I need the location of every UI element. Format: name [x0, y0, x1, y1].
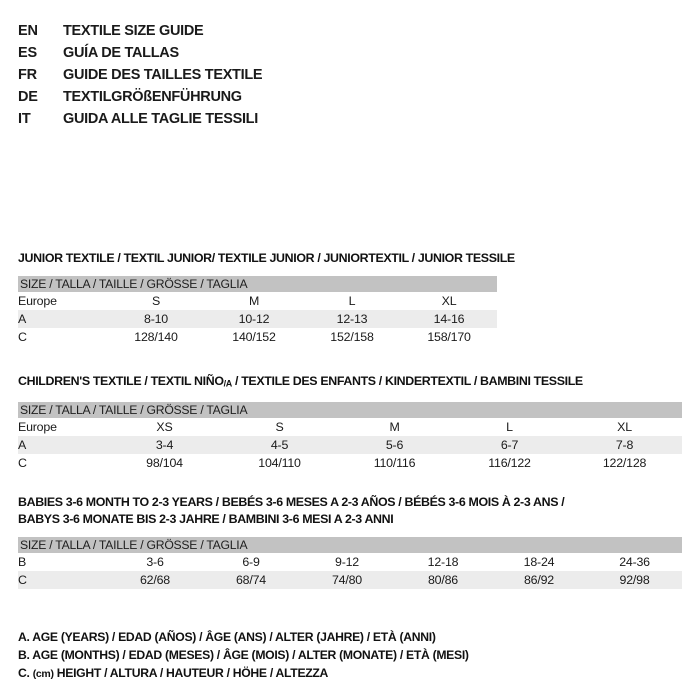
language-row-en: EN TEXTILE SIZE GUIDE	[18, 20, 498, 42]
junior-a-s: 8-10	[107, 310, 205, 328]
junior-europe-xl: XL	[441, 294, 457, 308]
babies-table-title-line2: BABYS 3-6 MONATE BIS 2-3 JAHRE / BAMBINI…	[18, 512, 394, 526]
junior-row-a-label: A	[18, 310, 107, 328]
babies-size-header-row: SIZE / TALLA / TAILLE / GRÖSSE / TAGLIA	[18, 537, 683, 553]
children-c-xl: 122/128	[602, 455, 647, 470]
babies-b-col6: 24-36	[619, 555, 650, 569]
babies-b-col3: 9-12	[335, 555, 359, 569]
junior-a-xl: 14-16	[401, 310, 498, 328]
language-code-en: EN	[18, 23, 38, 39]
junior-c-m: 140/152	[232, 330, 276, 344]
babies-c-col6: 92/98	[587, 571, 683, 589]
table-row: B 3-6 6-9 9-12 12-18 18-24 24-36	[18, 553, 682, 571]
babies-c-col2: 68/74	[203, 571, 299, 589]
children-a-l: 6-7	[452, 435, 567, 454]
junior-europe-s: S	[151, 294, 161, 308]
babies-b-col1: 3-6	[146, 555, 164, 569]
table-row: Europe XS S M L XL	[18, 418, 682, 436]
junior-textile-table-block: JUNIOR TEXTILE / TEXTIL JUNIOR/ TEXTILE …	[18, 250, 515, 346]
babies-c-col4: 80/86	[395, 571, 491, 589]
table-row: Europe S M L XL	[18, 292, 497, 310]
junior-table-title: JUNIOR TEXTILE / TEXTIL JUNIOR/ TEXTILE …	[18, 251, 515, 265]
babies-b-col5: 18-24	[523, 555, 555, 569]
junior-c-s: 128/140	[134, 330, 178, 344]
babies-size-header-label: SIZE / TALLA / TAILLE / GRÖSSE / TAGLIA	[20, 538, 248, 552]
language-title-de: TEXTILGRÖßENFÜHRUNG	[63, 89, 242, 105]
language-title-fr: GUIDE DES TAILLES TEXTILE	[63, 67, 263, 83]
babies-textile-table-block: BABIES 3-6 MONTH TO 2-3 YEARS / BEBÉS 3-…	[18, 494, 683, 589]
language-title-list: EN TEXTILE SIZE GUIDE ES GUÍA DE TALLAS …	[18, 20, 498, 130]
table-row: A 3-4 4-5 5-6 6-7 7-8	[18, 435, 683, 454]
language-row-de: DE TEXTILGRÖßENFÜHRUNG	[18, 86, 498, 108]
junior-size-header-row: SIZE / TALLA / TAILLE / GRÖSSE / TAGLIA	[18, 276, 498, 292]
children-table-title: CHILDREN'S TEXTILE / TEXTIL NIÑO/A / TEX…	[18, 373, 682, 393]
children-row-europe-label: Europe	[18, 419, 57, 434]
children-row-c-label: C	[18, 455, 27, 470]
babies-b-col2: 6-9	[242, 555, 260, 569]
babies-c-col1: 62/68	[107, 571, 203, 589]
children-title-sub: /A	[223, 378, 233, 389]
height-measurement-figure: C	[500, 0, 700, 250]
legend-line-c: C. (cm) HEIGHT / ALTURA / HAUTEUR / HÖHE…	[18, 664, 469, 683]
children-a-m: 5-6	[337, 435, 452, 454]
junior-row-c-label: C	[18, 330, 27, 344]
language-row-it: IT GUIDA ALLE TAGLIE TESSILI	[18, 108, 498, 130]
children-europe-xs: XS	[156, 419, 173, 434]
junior-size-table: SIZE / TALLA / TAILLE / GRÖSSE / TAGLIA …	[18, 276, 498, 346]
table-row: C 98/104 104/110 110/116 116/122 122/128	[18, 454, 682, 472]
junior-europe-l: L	[348, 294, 356, 308]
children-title-part1: CHILDREN'S TEXTILE / TEXTIL NIÑO	[18, 374, 224, 388]
junior-a-l: 12-13	[303, 310, 401, 328]
junior-a-m: 10-12	[205, 310, 303, 328]
junior-europe-m: M	[248, 294, 260, 308]
babies-c-col5: 86/92	[491, 571, 587, 589]
children-europe-m: M	[389, 419, 400, 434]
legend-line-b: B. AGE (MONTHS) / EDAD (MESES) / ÂGE (MO…	[18, 648, 469, 662]
legend-line-a: A. AGE (YEARS) / EDAD (AÑOS) / ÂGE (ANS)…	[18, 630, 436, 644]
language-row-es: ES GUÍA DE TALLAS	[18, 42, 498, 64]
children-c-l: 116/122	[488, 455, 531, 470]
language-code-es: ES	[18, 45, 37, 61]
language-title-en: TEXTILE SIZE GUIDE	[63, 23, 204, 39]
children-title-part2: / TEXTILE DES ENFANTS / KINDERTEXTIL / B…	[231, 374, 583, 388]
language-row-fr: FR GUIDE DES TAILLES TEXTILE	[18, 64, 498, 86]
legend-c-text: HEIGHT / ALTURA / HAUTEUR / HÖHE / ALTEZ…	[53, 666, 329, 680]
children-a-xl: 7-8	[567, 435, 683, 454]
babies-table-title-line1: BABIES 3-6 MONTH TO 2-3 YEARS / BEBÉS 3-…	[18, 495, 565, 509]
children-size-header-label: SIZE / TALLA / TAILLE / GRÖSSE / TAGLIA	[20, 402, 248, 417]
children-c-xs: 98/104	[146, 455, 183, 470]
children-c-m: 110/116	[373, 455, 416, 470]
children-size-table: SIZE / TALLA / TAILLE / GRÖSSE / TAGLIA …	[18, 401, 683, 472]
language-code-de: DE	[18, 89, 38, 105]
children-europe-s: S	[275, 419, 284, 434]
babies-size-table: SIZE / TALLA / TAILLE / GRÖSSE / TAGLIA …	[18, 537, 683, 589]
children-a-s: 4-5	[222, 435, 337, 454]
table-row: A 8-10 10-12 12-13 14-16	[18, 310, 498, 328]
junior-size-header-label: SIZE / TALLA / TAILLE / GRÖSSE / TAGLIA	[20, 277, 248, 291]
children-a-xs: 3-4	[107, 435, 222, 454]
babies-row-b-label: B	[18, 555, 27, 569]
babies-row-c-label: C	[18, 571, 107, 589]
children-textile-table-block: CHILDREN'S TEXTILE / TEXTIL NIÑO/A / TEX…	[18, 373, 683, 472]
babies-b-col4: 12-18	[427, 555, 459, 569]
children-europe-l: L	[506, 419, 513, 434]
language-code-fr: FR	[18, 67, 37, 83]
babies-c-col3: 74/80	[299, 571, 395, 589]
table-row: C 62/68 68/74 74/80 80/86 86/92 92/98	[18, 571, 683, 589]
junior-c-l: 152/158	[330, 330, 374, 344]
legend-block: A. AGE (YEARS) / EDAD (AÑOS) / ÂGE (ANS)…	[18, 628, 469, 683]
children-size-header-row: SIZE / TALLA / TAILLE / GRÖSSE / TAGLIA	[18, 401, 683, 418]
table-row: C 128/140 140/152 152/158 158/170	[18, 328, 497, 346]
children-europe-xl: XL	[617, 419, 632, 434]
junior-c-xl: 158/170	[427, 330, 471, 344]
children-row-a-label: A	[18, 435, 107, 454]
junior-row-europe-label: Europe	[18, 294, 57, 308]
language-title-it: GUIDA ALLE TAGLIE TESSILI	[63, 111, 258, 127]
language-title-es: GUÍA DE TALLAS	[63, 45, 179, 61]
legend-c-prefix: C.	[18, 666, 33, 680]
children-c-s: 104/110	[258, 455, 301, 470]
legend-c-unit: (cm)	[32, 668, 54, 680]
language-code-it: IT	[18, 111, 31, 127]
